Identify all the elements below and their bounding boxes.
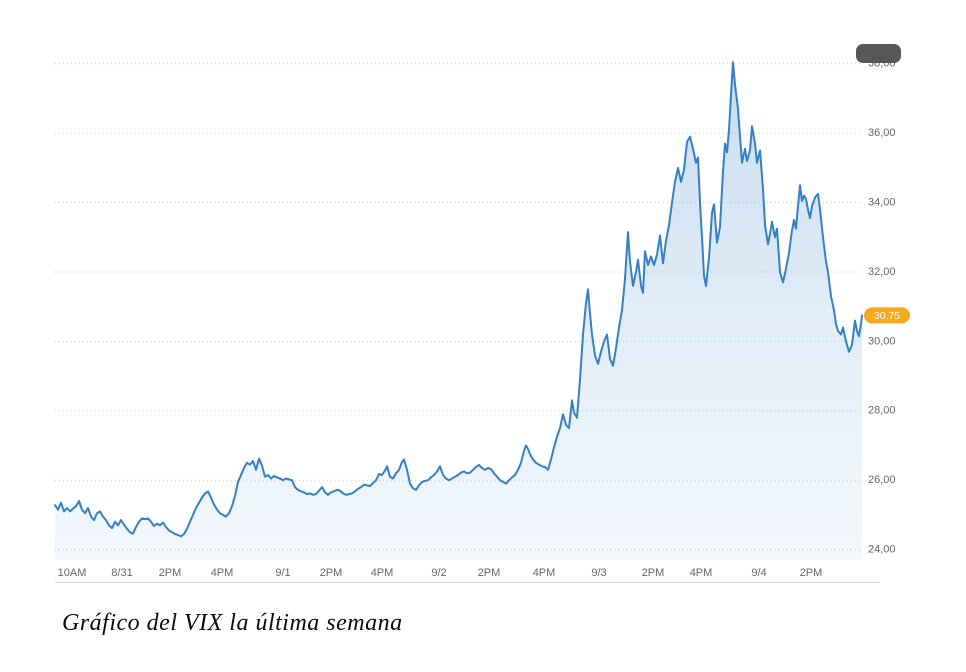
context-menu-button[interactable] — [856, 44, 901, 63]
x-axis-label: 2PM — [478, 567, 501, 579]
x-axis-label: 9/4 — [751, 567, 766, 579]
y-axis-label: 24,00 — [868, 544, 896, 556]
y-axis-label: 34,00 — [868, 197, 896, 209]
x-axis-label: 2PM — [159, 567, 182, 579]
y-axis-label: 32,00 — [868, 266, 896, 278]
area-fill — [55, 62, 862, 560]
x-axis-label: 4PM — [690, 567, 713, 579]
y-axis-label: 36,00 — [868, 127, 896, 139]
last-price-badge: 30.75 — [864, 307, 910, 324]
x-axis-label: 4PM — [371, 567, 394, 579]
x-axis-label: 9/1 — [275, 567, 290, 579]
x-axis-label: 2PM — [320, 567, 343, 579]
price-line — [54, 61, 863, 538]
y-axis-label: 26,00 — [868, 474, 896, 486]
x-axis-label: 9/2 — [431, 567, 446, 579]
y-axis-label: 30,00 — [868, 335, 896, 347]
x-axis-label: 4PM — [533, 567, 556, 579]
x-axis-label: 4PM — [211, 567, 234, 579]
x-axis-label: 2PM — [642, 567, 665, 579]
x-axis-label: 2PM — [800, 567, 823, 579]
chart-caption: Gráfico del VIX la última semana — [62, 610, 403, 636]
x-axis-label: 8/31 — [111, 567, 132, 579]
x-axis-label: 9/3 — [591, 567, 606, 579]
chart-area: 38,00 36,00 34,00 32,00 30,00 28,00 26,00 24,00… — [54, 44, 910, 583]
last-price-label: 30.75 — [874, 310, 900, 322]
y-axis-label: 28,00 — [868, 405, 896, 417]
vix-line-chart: 38,0036,0034,0032,0030,0028,0026,0024,00… — [54, 58, 910, 583]
last-price-badge-pill — [864, 307, 910, 324]
x-axis-label: 10AM — [58, 567, 87, 579]
